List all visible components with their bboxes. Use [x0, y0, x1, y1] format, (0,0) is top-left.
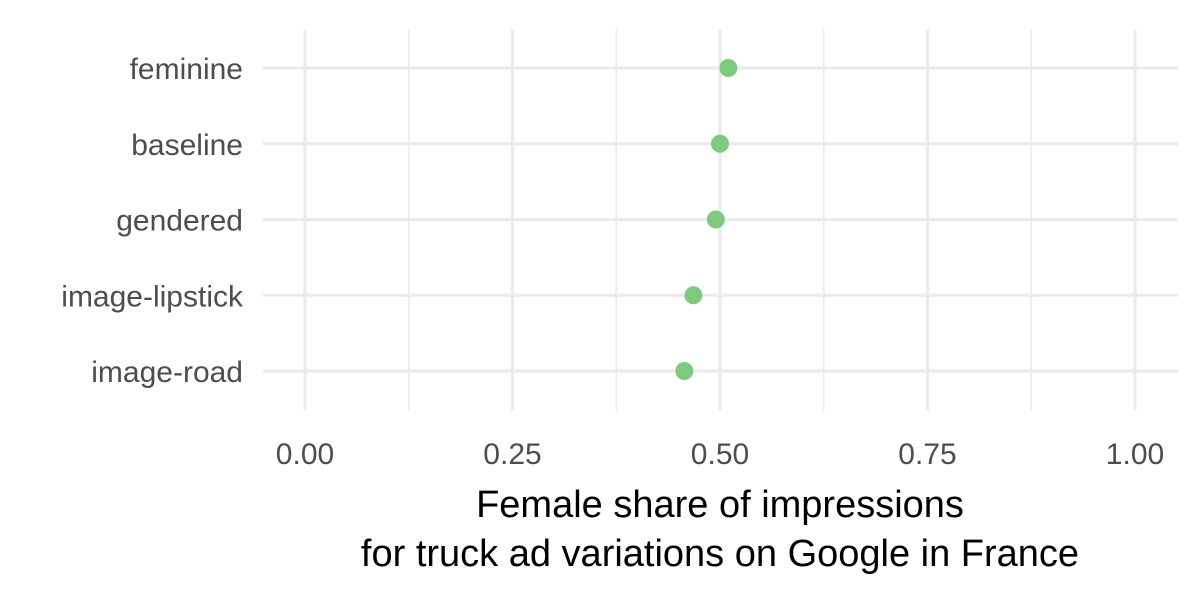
y-axis-labels: feminine baseline gendered image-lipstick im… — [61, 53, 244, 389]
data-points — [675, 59, 738, 380]
y-tick-label: baseline — [131, 129, 243, 162]
x-tick-label: 1.00 — [1106, 438, 1164, 471]
x-axis-labels: 0.00 0.25 0.50 0.75 1.00 — [276, 438, 1164, 471]
x-tick-label: 0.25 — [483, 438, 541, 471]
y-tick-label: gendered — [116, 205, 243, 238]
x-tick-label: 0.75 — [898, 438, 956, 471]
y-tick-label: feminine — [130, 53, 243, 86]
data-point — [675, 362, 694, 380]
data-point — [684, 286, 703, 305]
x-axis-title-line-1: Female share of impressions — [476, 484, 964, 526]
x-tick-label: 0.50 — [691, 438, 749, 471]
y-tick-label: image-road — [91, 356, 243, 389]
data-point — [719, 59, 738, 77]
x-axis-title-line-2: for truck ad variations on Google in Fra… — [361, 533, 1079, 575]
data-point — [706, 210, 725, 229]
data-point — [711, 134, 729, 153]
y-tick-label: image-lipstick — [61, 280, 244, 313]
grid — [263, 30, 1178, 410]
x-tick-label: 0.00 — [276, 438, 334, 471]
